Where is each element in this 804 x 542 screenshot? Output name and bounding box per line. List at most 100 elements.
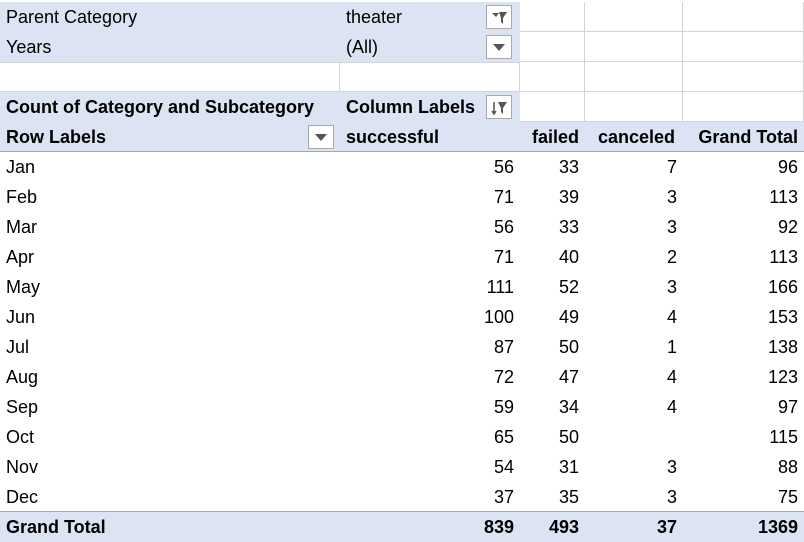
table-cell[interactable]: 97: [777, 397, 798, 417]
grand-total-cell: 839: [483, 517, 514, 537]
sort-filter-icon[interactable]: [486, 95, 512, 119]
filter-value[interactable]: theater: [340, 2, 520, 32]
filter-value-text: theater: [346, 7, 403, 27]
table-cell[interactable]: 1: [666, 337, 677, 357]
table-cell[interactable]: 59: [493, 397, 514, 417]
table-cell[interactable]: 31: [558, 457, 579, 477]
table-cell[interactable]: 34: [558, 397, 579, 417]
table-cell[interactable]: 96: [777, 157, 798, 177]
table-cell[interactable]: 52: [558, 277, 579, 297]
row-label[interactable]: Dec: [6, 487, 39, 507]
table-cell[interactable]: 40: [558, 247, 579, 267]
table-row: Dec 37 35 3 75: [0, 482, 804, 512]
table-cell[interactable]: 39: [558, 187, 579, 207]
table-cell[interactable]: 56: [493, 217, 514, 237]
table-cell[interactable]: 166: [767, 277, 798, 297]
table-cell[interactable]: 3: [666, 487, 677, 507]
filter-label: Parent Category: [0, 2, 340, 32]
table-cell[interactable]: 72: [493, 367, 514, 387]
header-divider: [0, 151, 804, 152]
filter-value[interactable]: (All): [340, 32, 520, 62]
column-labels[interactable]: Column Labels: [340, 92, 520, 122]
table-cell[interactable]: 47: [558, 367, 579, 387]
table-cell[interactable]: 3: [666, 457, 677, 477]
chevron-down-icon[interactable]: [486, 35, 512, 59]
row-label[interactable]: Jan: [6, 157, 36, 177]
table-cell[interactable]: 113: [769, 247, 798, 267]
table-cell[interactable]: 49: [558, 307, 579, 327]
table-cell[interactable]: 113: [769, 187, 798, 207]
table-cell[interactable]: 3: [666, 277, 677, 297]
row-label[interactable]: Aug: [6, 367, 39, 387]
row-label[interactable]: Nov: [6, 457, 39, 477]
table-cell[interactable]: [585, 422, 683, 452]
grand-total-label: Grand Total: [6, 517, 106, 537]
table-cell[interactable]: 153: [767, 307, 798, 327]
table-row: Jun 100 49 4 153: [0, 302, 804, 332]
table-cell[interactable]: 35: [558, 487, 579, 507]
table-cell[interactable]: 54: [493, 457, 514, 477]
column-header: Grand Total: [683, 122, 804, 152]
row-label[interactable]: Apr: [6, 247, 35, 267]
pivot-header-row: Count of Category and Subcategory Column…: [0, 92, 804, 122]
table-cell[interactable]: 4: [666, 397, 677, 417]
table-cell[interactable]: 3: [666, 187, 677, 207]
table-row: Jan 56 33 7 96: [0, 152, 804, 182]
table-cell[interactable]: 115: [769, 427, 798, 447]
table-cell[interactable]: 56: [493, 157, 514, 177]
row-label[interactable]: May: [6, 277, 41, 297]
table-cell[interactable]: 33: [558, 157, 579, 177]
table-cell[interactable]: 123: [767, 367, 798, 387]
table-cell[interactable]: 2: [666, 247, 677, 267]
total-divider: [0, 511, 804, 512]
table-row: May 111 52 3 166: [0, 272, 804, 302]
filter-applied-icon[interactable]: [486, 5, 512, 29]
table-cell[interactable]: 37: [493, 487, 514, 507]
column-labels-text: Column Labels: [346, 97, 476, 117]
chevron-down-icon[interactable]: [308, 125, 334, 149]
table-cell[interactable]: 7: [666, 157, 677, 177]
filter-row-years: Years (All): [0, 32, 804, 62]
table-cell[interactable]: 4: [666, 367, 677, 387]
row-label[interactable]: Feb: [6, 187, 38, 207]
filter-label: Years: [0, 32, 340, 62]
row-label[interactable]: Mar: [6, 217, 37, 237]
table-row: Feb 71 39 3 113: [0, 182, 804, 212]
filter-row-parent-category: Parent Category theater: [0, 2, 804, 32]
row-label[interactable]: Oct: [6, 427, 35, 447]
row-label[interactable]: Jul: [6, 337, 30, 357]
table-cell[interactable]: 87: [493, 337, 514, 357]
table-cell[interactable]: 92: [777, 217, 798, 237]
grand-total-cell: 493: [548, 517, 579, 537]
table-cell[interactable]: 111: [486, 277, 514, 297]
values-label: Count of Category and Subcategory: [0, 92, 340, 122]
table-cell[interactable]: 4: [666, 307, 677, 327]
table-cell[interactable]: 33: [558, 217, 579, 237]
table-row: Apr 71 40 2 113: [0, 242, 804, 272]
table-cell[interactable]: 50: [558, 337, 579, 357]
table-cell[interactable]: 3: [666, 217, 677, 237]
row-label[interactable]: Sep: [6, 397, 39, 417]
table-row: Oct 65 50 115: [0, 422, 804, 452]
table-cell[interactable]: 50: [558, 427, 579, 447]
table-cell[interactable]: 71: [493, 187, 514, 207]
table-cell[interactable]: 88: [777, 457, 798, 477]
grand-total-row: Grand Total 839 493 37 1369: [0, 512, 804, 542]
grand-total-cell: 1369: [757, 517, 798, 537]
table-cell[interactable]: 100: [483, 307, 514, 327]
pivot-column-header-row: Row Labels successful failed canceled Gr…: [0, 122, 804, 152]
table-cell[interactable]: 75: [777, 487, 798, 507]
grand-total-cell: 37: [656, 517, 677, 537]
filter-value-text: (All): [346, 37, 378, 57]
table-row: Mar 56 33 3 92: [0, 212, 804, 242]
empty-row: [0, 62, 804, 92]
table-cell[interactable]: 138: [767, 337, 798, 357]
row-label[interactable]: Jun: [6, 307, 36, 327]
table-row: Sep 59 34 4 97: [0, 392, 804, 422]
row-labels-header[interactable]: Row Labels: [0, 122, 340, 152]
column-header: failed: [516, 122, 585, 152]
column-header: canceled: [585, 122, 683, 152]
table-cell[interactable]: 71: [493, 247, 514, 267]
table-cell[interactable]: 65: [493, 427, 514, 447]
